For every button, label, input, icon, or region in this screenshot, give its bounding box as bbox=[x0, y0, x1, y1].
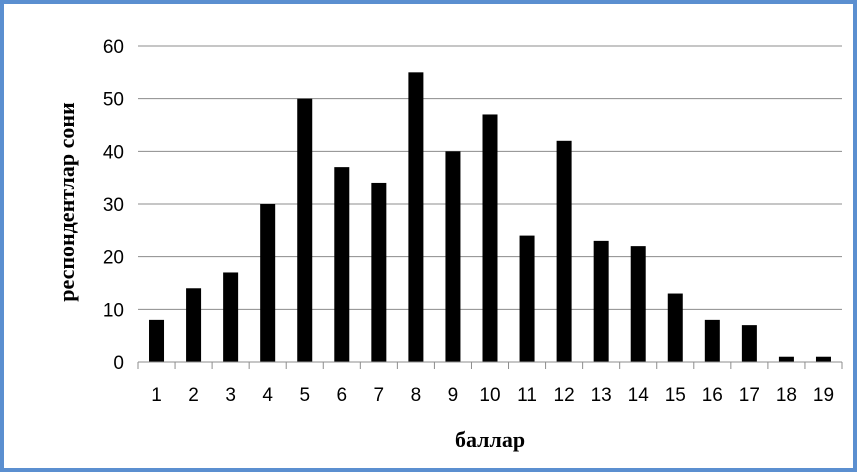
x-tick-label: 3 bbox=[225, 385, 236, 406]
y-tick-label: 40 bbox=[103, 142, 124, 163]
bar bbox=[223, 272, 239, 362]
x-tick-label: 5 bbox=[299, 385, 310, 406]
bar bbox=[371, 182, 387, 362]
x-tick-label: 6 bbox=[337, 385, 348, 406]
y-tick-label: 50 bbox=[103, 90, 124, 111]
bar bbox=[186, 288, 202, 362]
bar bbox=[408, 72, 424, 362]
bar bbox=[149, 319, 165, 362]
x-tick-label: 19 bbox=[813, 385, 834, 406]
y-tick-label: 20 bbox=[103, 248, 124, 269]
x-tick-label: 10 bbox=[479, 385, 500, 406]
x-tick-label: 15 bbox=[665, 385, 686, 406]
y-tick-label: 30 bbox=[103, 195, 124, 216]
bar bbox=[482, 114, 498, 362]
x-axis-ticks: 1 2 3 4 5 6 7 8 9 10 11 12 13 14 15 16 17 18 19 bbox=[137, 362, 843, 406]
y-tick-label: 10 bbox=[103, 300, 124, 321]
x-tick-label: 11 bbox=[517, 385, 537, 406]
x-axis-title: баллар bbox=[455, 427, 525, 452]
x-tick-label: 17 bbox=[739, 385, 760, 406]
x-tick-label: 13 bbox=[591, 385, 612, 406]
x-tick-label: 12 bbox=[554, 385, 575, 406]
y-tick-label: 60 bbox=[103, 37, 124, 58]
bar bbox=[260, 204, 276, 362]
bar bbox=[519, 235, 535, 362]
y-axis-title: респондентлар сони bbox=[54, 102, 79, 302]
x-tick-label: 9 bbox=[448, 385, 459, 406]
bar bbox=[741, 325, 757, 362]
bar bbox=[297, 98, 313, 363]
bar bbox=[630, 246, 646, 362]
x-tick-label: 7 bbox=[374, 385, 385, 406]
y-tick-label: 0 bbox=[113, 353, 124, 374]
bar bbox=[556, 140, 572, 362]
bar bbox=[815, 356, 831, 362]
bar bbox=[778, 356, 794, 362]
bar bbox=[334, 167, 350, 362]
x-tick-label: 4 bbox=[262, 385, 273, 406]
x-tick-label: 1 bbox=[151, 385, 162, 406]
bar bbox=[667, 293, 683, 362]
bar bbox=[445, 151, 461, 362]
x-tick-label: 14 bbox=[628, 385, 650, 406]
y-axis-ticks: 0 10 20 30 40 50 60 bbox=[103, 37, 124, 374]
x-tick-label: 8 bbox=[411, 385, 422, 406]
bar bbox=[593, 240, 609, 362]
bar bbox=[704, 319, 720, 362]
x-tick-label: 16 bbox=[702, 385, 723, 406]
x-tick-label: 2 bbox=[188, 385, 199, 406]
bars bbox=[149, 72, 831, 363]
x-tick-label: 18 bbox=[776, 385, 797, 406]
